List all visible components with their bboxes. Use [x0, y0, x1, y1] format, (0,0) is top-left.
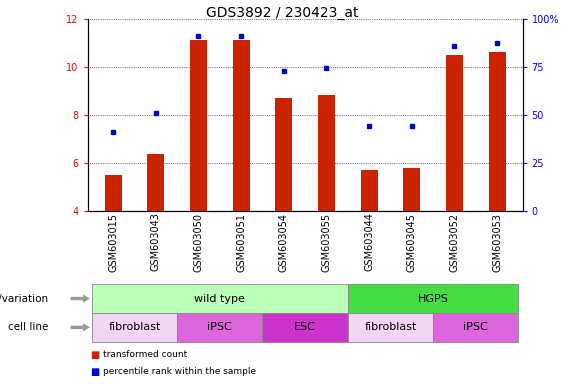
Bar — [275, 98, 292, 211]
Text: iPSC: iPSC — [207, 322, 232, 333]
Text: iPSC: iPSC — [463, 322, 488, 333]
Text: ESC: ESC — [294, 322, 316, 333]
Bar — [489, 51, 506, 211]
Text: ■: ■ — [90, 367, 99, 377]
Text: wild type: wild type — [194, 293, 245, 304]
Text: HGPS: HGPS — [418, 293, 449, 304]
Bar — [233, 40, 250, 211]
Bar — [105, 175, 121, 211]
Bar — [318, 95, 335, 211]
Text: genotype/variation: genotype/variation — [0, 293, 48, 304]
Text: ■: ■ — [90, 350, 99, 360]
Bar — [403, 168, 420, 211]
Text: cell line: cell line — [8, 322, 48, 333]
Bar — [360, 170, 377, 211]
Text: transformed count: transformed count — [103, 350, 187, 359]
Text: fibroblast: fibroblast — [364, 322, 416, 333]
Bar — [190, 40, 207, 211]
Text: percentile rank within the sample: percentile rank within the sample — [103, 367, 256, 376]
Bar — [147, 154, 164, 211]
Bar — [446, 55, 463, 211]
Text: GDS3892 / 230423_at: GDS3892 / 230423_at — [206, 6, 359, 20]
Text: fibroblast: fibroblast — [108, 322, 160, 333]
